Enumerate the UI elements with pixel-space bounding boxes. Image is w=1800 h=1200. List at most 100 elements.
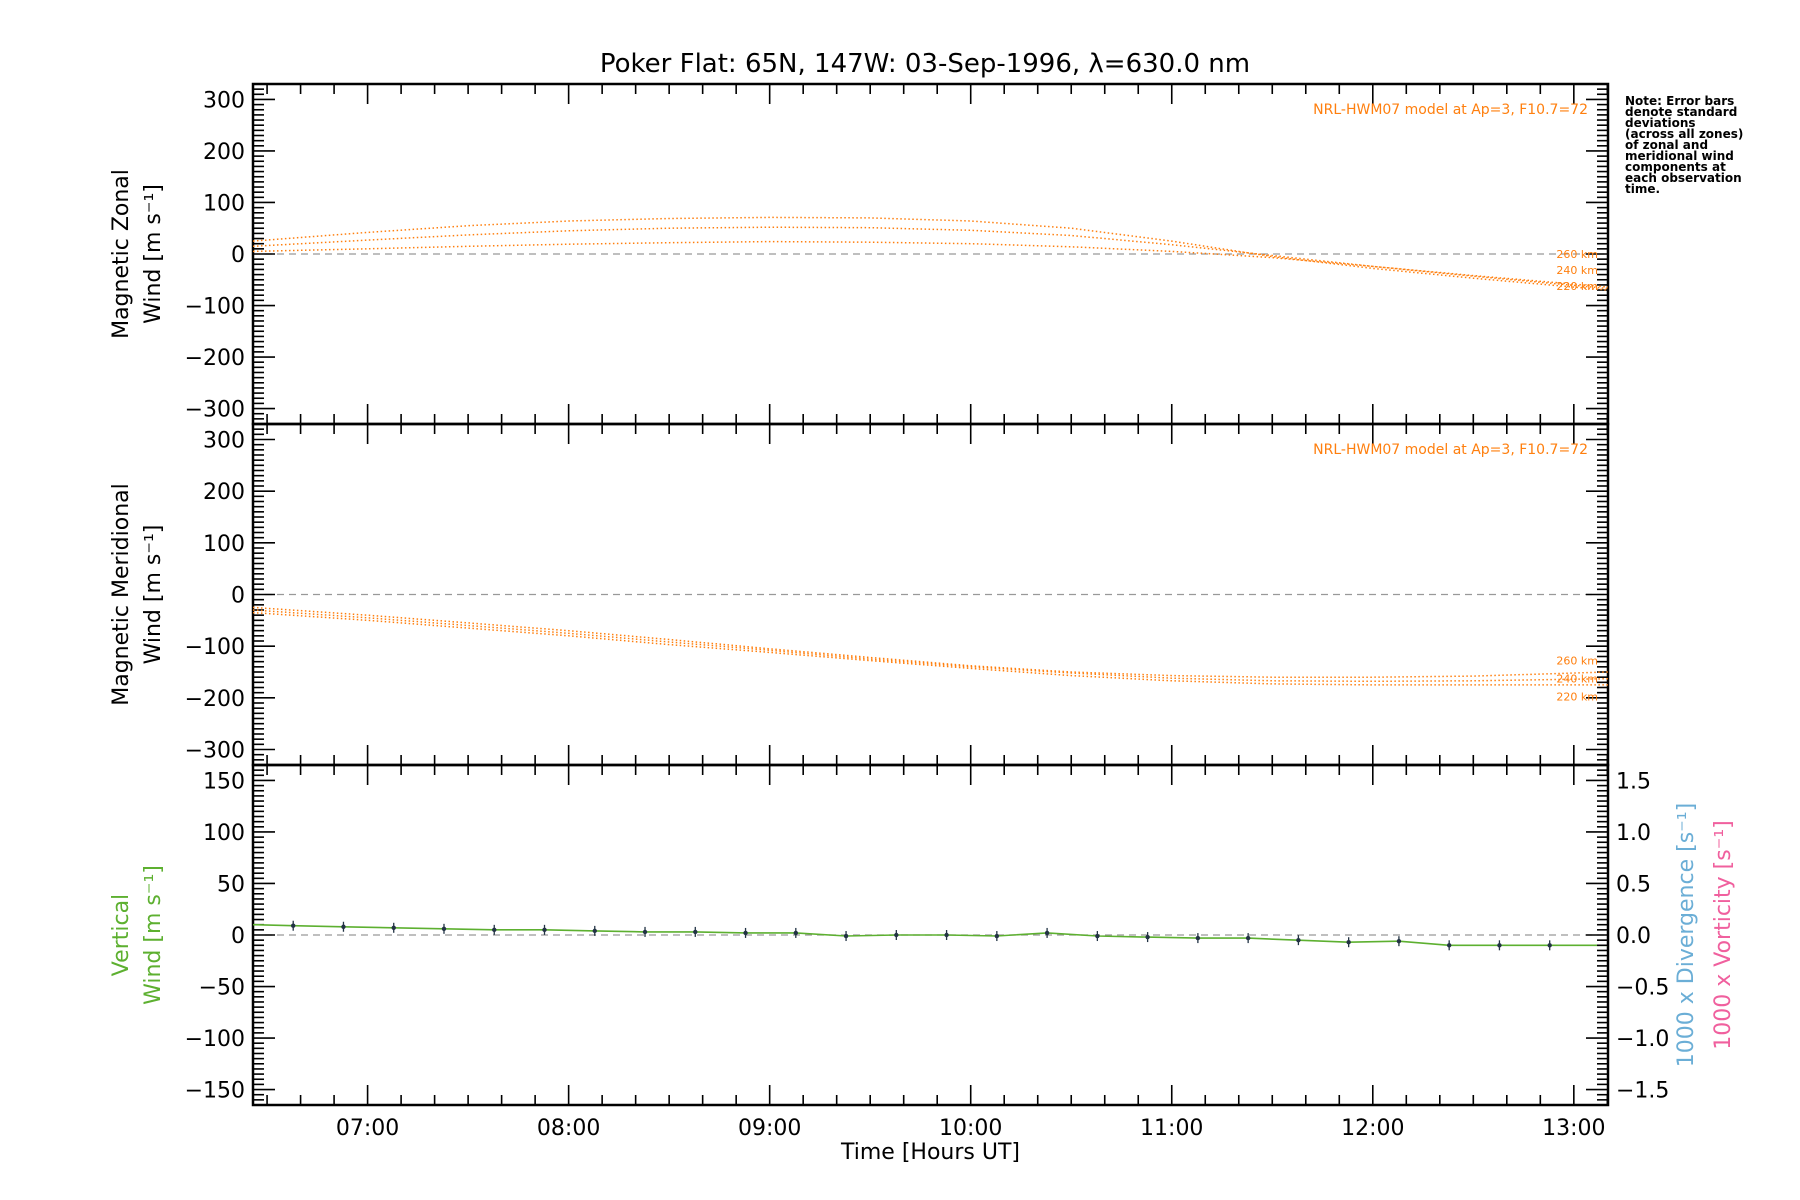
y-axis-label: Vertical xyxy=(109,894,134,976)
x-axis-label: Time [Hours UT] xyxy=(840,1140,1020,1165)
y-tick-label: 300 xyxy=(203,429,245,454)
vertical-wind-line xyxy=(252,923,1608,947)
data-point xyxy=(1446,943,1452,948)
y-tick-label: 200 xyxy=(203,480,245,505)
y2-tick-label: −0.5 xyxy=(1616,976,1669,1001)
y-tick-label: −150 xyxy=(185,1079,245,1104)
y2-axis-label-vorticity: 1000 x Vorticity [s⁻¹] xyxy=(1711,820,1736,1050)
data-point xyxy=(391,925,396,930)
x-tick-label: 07:00 xyxy=(336,1116,399,1141)
note-line: each observation xyxy=(1625,171,1742,185)
x-tick-label: 13:00 xyxy=(1542,1116,1605,1141)
model-series-line xyxy=(252,609,1609,683)
series-label: 220 km xyxy=(1556,280,1598,293)
data-point xyxy=(441,926,447,932)
model-series-line xyxy=(252,226,1609,290)
x-tick-label: 12:00 xyxy=(1341,1116,1404,1141)
y-tick-label: −50 xyxy=(199,976,245,1001)
y2-tick-label: 1.5 xyxy=(1616,769,1651,794)
data-point xyxy=(894,932,899,938)
y-axis-label: Magnetic Meridional xyxy=(109,483,134,705)
model-series-line xyxy=(252,216,1609,291)
model-series-line xyxy=(252,611,1608,686)
x-tick-label: 10:00 xyxy=(939,1116,1002,1141)
data-point xyxy=(793,930,799,936)
y-tick-label: −100 xyxy=(185,1027,245,1052)
model-series-line xyxy=(252,606,1609,678)
model-series-line xyxy=(252,240,1609,288)
chart-title: Poker Flat: 65N, 147W: 03-Sep-1996, λ=63… xyxy=(600,49,1250,79)
note-line: denote standard xyxy=(1625,105,1738,119)
y-tick-label: 0 xyxy=(231,924,245,949)
data-point xyxy=(1044,930,1050,936)
data-point xyxy=(1245,935,1251,941)
y-tick-label: 100 xyxy=(203,191,245,216)
model-label: NRL-HWM07 model at Ap=3, F10.7=72 xyxy=(1313,442,1588,458)
note-line: (across all zones) xyxy=(1625,127,1744,141)
y-tick-label: −100 xyxy=(185,295,245,320)
series-label: 240 km xyxy=(1556,672,1598,685)
panel-3: −150 −100 −50 0 50 100 150 Vertical Wind [m s⁻¹]… xyxy=(109,763,1736,1165)
data-point xyxy=(843,933,849,939)
y2-tick-label: −1.5 xyxy=(1616,1079,1669,1104)
y-tick-label: −300 xyxy=(185,398,245,423)
data-point xyxy=(492,927,497,933)
y-tick-label: 0 xyxy=(231,584,245,609)
data-point xyxy=(592,928,597,934)
y-tick-label: 100 xyxy=(203,532,245,557)
note-line: Note: Error bars xyxy=(1625,94,1735,108)
series-label: 260 km xyxy=(1556,654,1598,667)
y2-tick-label: 0.0 xyxy=(1616,924,1651,949)
y2-tick-label: 0.5 xyxy=(1616,872,1651,897)
data-point xyxy=(1497,943,1502,948)
x-tick-label: 08:00 xyxy=(537,1116,600,1141)
y-axis-label: Wind [m s⁻¹] xyxy=(141,525,166,665)
y-tick-label: 0 xyxy=(231,243,245,268)
data-point xyxy=(693,929,698,935)
y-tick-label: −200 xyxy=(185,346,245,371)
y-tick-label: 50 xyxy=(217,872,245,897)
model-label: NRL-HWM07 model at Ap=3, F10.7=72 xyxy=(1313,102,1588,118)
data-point xyxy=(1095,933,1100,939)
data-point xyxy=(1547,943,1552,948)
y-axis-label: Wind [m s⁻¹] xyxy=(141,184,166,324)
y2-axis-label-divergence: 1000 x Divergence [s⁻¹] xyxy=(1674,803,1699,1067)
y-axis-label: Magnetic Zonal xyxy=(109,169,134,339)
y-tick-label: 100 xyxy=(203,821,245,846)
panel-1: −300 −200 −100 0 100 200 300 Magnetic Zonal Wind… xyxy=(109,82,1610,426)
y-tick-label: −100 xyxy=(185,635,245,660)
data-point xyxy=(1346,940,1351,945)
y-tick-label: 200 xyxy=(203,140,245,165)
data-point xyxy=(944,932,949,938)
series-label: 220 km xyxy=(1556,690,1598,703)
data-point xyxy=(1145,934,1150,940)
data-point xyxy=(542,927,547,933)
panel-2: −300 −200 −100 0 100 200 300 Magnetic Meridiona… xyxy=(109,422,1610,767)
note-line: time. xyxy=(1625,182,1661,196)
y-tick-label: 150 xyxy=(203,769,245,794)
data-point xyxy=(291,923,296,928)
y2-tick-label: 1.0 xyxy=(1616,821,1651,846)
data-point xyxy=(341,924,346,929)
x-tick-label: 11:00 xyxy=(1140,1116,1203,1141)
error-bar-note: Note: Error bars denote standard deviation… xyxy=(1625,94,1785,196)
note-line: components at xyxy=(1625,160,1726,174)
series-label: 240 km xyxy=(1556,264,1598,277)
data-point xyxy=(994,933,1000,939)
y2-tick-label: −1.0 xyxy=(1616,1027,1669,1052)
data-point xyxy=(743,930,748,936)
y-tick-label: −300 xyxy=(185,739,245,764)
data-point xyxy=(1296,937,1301,943)
data-point xyxy=(1195,935,1201,941)
note-line: deviations xyxy=(1625,116,1696,130)
data-point xyxy=(642,929,648,935)
note-line: of zonal and xyxy=(1625,138,1709,152)
x-tick-label: 09:00 xyxy=(738,1116,801,1141)
series-label: 260 km xyxy=(1556,248,1598,261)
data-point xyxy=(1396,938,1402,944)
y-tick-label: −200 xyxy=(185,687,245,712)
note-line: meridional wind xyxy=(1625,149,1734,163)
y-tick-label: 300 xyxy=(203,88,245,113)
y-axis-label: Wind [m s⁻¹] xyxy=(141,865,166,1005)
